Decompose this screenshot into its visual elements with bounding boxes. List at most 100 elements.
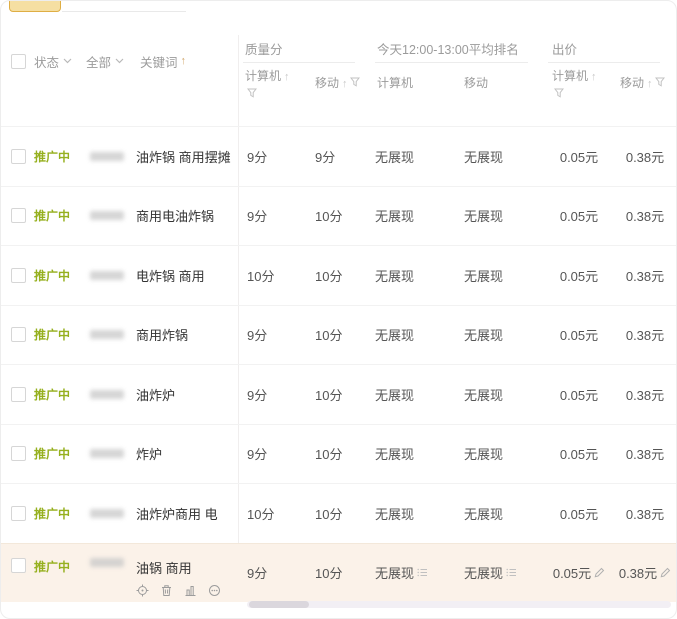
qs-pc-column-header[interactable]: 计算机 ↑ <box>239 67 307 101</box>
rank-mobile-cell: 无展现 <box>464 268 504 284</box>
rank-pc-cell: 无展现 <box>375 209 415 225</box>
keyword-text: 油锅 商用 <box>136 560 192 576</box>
bid-pc-cell[interactable]: 0.05元 <box>544 563 614 582</box>
bid-mobile-cell[interactable]: 0.38元 <box>625 328 665 344</box>
keyword-text: 电炸锅 商用 <box>136 268 205 284</box>
bid-pc-cell[interactable]: 0.05元 <box>559 209 599 225</box>
rank-pc-cell: 无展现 <box>375 149 415 165</box>
rank-pc-column-header: 计算机 <box>371 67 456 101</box>
bid-pc-column-header[interactable]: 计算机 ↑ <box>544 67 614 101</box>
filter-funnel-icon[interactable] <box>349 77 360 87</box>
status-badge: 推广中 <box>34 328 71 343</box>
rank-list-icon[interactable] <box>506 567 517 578</box>
partial-orange-tab[interactable] <box>9 1 61 12</box>
redacted-text <box>90 270 124 280</box>
select-all-checkbox[interactable] <box>11 53 26 69</box>
filter-funnel-icon[interactable] <box>654 77 665 87</box>
rank-pc-cell: 无展现 <box>375 268 415 284</box>
redacted-text <box>90 449 124 459</box>
rank-mobile-cell: 无展现 <box>456 563 544 582</box>
trash-icon[interactable] <box>160 584 173 597</box>
table-row[interactable]: 推广中 商用电油炸锅 9分 10分 无展现 无展现 0.05元 0.38元 <box>1 185 676 246</box>
chevron-down-icon[interactable] <box>63 58 72 64</box>
edit-pencil-icon[interactable] <box>660 567 671 578</box>
quality-score-group-header: 质量分 <box>239 39 371 63</box>
qs-mobile-cell: 10分 <box>315 566 343 582</box>
qs-pc-cell: 10分 <box>247 506 275 522</box>
sort-up-icon[interactable]: ↑ <box>342 78 348 90</box>
status-column-header[interactable]: 状态 <box>34 55 60 70</box>
table-row[interactable]: 推广中 商用炸锅 9分 10分 无展现 无展现 0.05元 0.38元 <box>1 304 676 365</box>
scrollbar-thumb[interactable] <box>249 601 309 608</box>
chevron-down-icon[interactable] <box>115 58 124 64</box>
bid-pc-cell[interactable]: 0.05元 <box>559 268 599 284</box>
edit-pencil-icon[interactable] <box>594 567 605 578</box>
row-checkbox[interactable] <box>11 386 26 402</box>
bid-pc-label: 计算机 <box>552 69 589 83</box>
sort-up-icon[interactable]: ↑ <box>180 55 187 67</box>
row-checkbox[interactable] <box>11 505 26 521</box>
scope-filter[interactable]: 全部 <box>86 55 112 70</box>
qs-mobile-column-header[interactable]: 移动 ↑ <box>307 67 371 101</box>
bid-pc-cell[interactable]: 0.05元 <box>559 506 599 522</box>
keyword-column-header[interactable]: 关键词 <box>140 55 178 70</box>
table-row[interactable]: 推广中 电炸锅 商用 10分 10分 无展现 无展现 0.05元 0.38元 <box>1 245 676 305</box>
row-checkbox[interactable] <box>11 148 26 164</box>
rank-pc-cell: 无展现 <box>375 506 415 522</box>
filter-funnel-icon[interactable] <box>554 88 564 98</box>
sort-up-icon[interactable]: ↑ <box>591 71 597 83</box>
qs-pc-cell: 9分 <box>247 209 268 225</box>
redacted-text <box>90 508 124 518</box>
qs-mobile-cell: 10分 <box>315 387 343 403</box>
avg-rank-group-header: 今天12:00-13:00平均排名 <box>371 39 544 63</box>
keyword-text: 商用炸锅 <box>136 328 189 344</box>
table-row[interactable]: 推广中 油炸炉 9分 10分 无展现 无展现 0.05元 0.38元 <box>1 364 676 424</box>
sort-up-icon[interactable]: ↑ <box>284 71 290 83</box>
rank-pc-cell: 无展现 <box>371 563 456 582</box>
row-checkbox[interactable] <box>11 327 26 343</box>
sort-up-icon[interactable]: ↑ <box>647 78 653 90</box>
redacted-text <box>90 151 124 161</box>
qs-mobile-cell: 10分 <box>315 209 343 225</box>
crosshair-icon[interactable] <box>136 584 149 597</box>
rank-mobile-cell: 无展现 <box>464 209 504 225</box>
filter-funnel-icon[interactable] <box>247 88 257 98</box>
status-badge: 推广中 <box>34 506 71 521</box>
table-row-highlighted[interactable]: 推广中 油锅 商用 9分 10分 无展现 无展现 0.05元 0.38元 <box>1 542 676 602</box>
bid-pc-cell[interactable]: 0.05元 <box>559 149 599 165</box>
bid-pc-cell[interactable]: 0.05元 <box>559 447 599 463</box>
bid-mobile-column-header[interactable]: 移动 ↑ <box>614 67 676 101</box>
qs-pc-cell: 10分 <box>247 268 275 284</box>
bid-mobile-cell[interactable]: 0.38元 <box>625 209 665 225</box>
bid-mobile-cell[interactable]: 0.38元 <box>625 447 665 463</box>
qs-pc-cell: 9分 <box>247 328 268 344</box>
row-checkbox[interactable] <box>11 446 26 462</box>
row-checkbox[interactable] <box>11 557 26 573</box>
bid-mobile-cell[interactable]: 0.38元 <box>625 268 665 284</box>
row-checkbox[interactable] <box>11 267 26 283</box>
row-checkbox[interactable] <box>11 208 26 224</box>
bid-mobile-cell[interactable]: 0.38元 <box>625 506 665 522</box>
table-row[interactable]: 推广中 油炸锅 商用摆摊 9分 9分 无展现 无展现 0.05元 0.38元 <box>1 126 676 186</box>
status-badge: 推广中 <box>34 209 71 224</box>
bid-pc-cell[interactable]: 0.05元 <box>559 387 599 403</box>
qs-pc-label: 计算机 <box>245 69 282 83</box>
more-options-icon[interactable] <box>208 584 221 597</box>
bid-mobile-cell[interactable]: 0.38元 <box>625 387 665 403</box>
bid-mobile-cell[interactable]: 0.38元 <box>614 563 676 582</box>
status-badge: 推广中 <box>34 387 71 402</box>
rank-pc-cell: 无展现 <box>375 328 415 344</box>
bid-pc-cell[interactable]: 0.05元 <box>559 328 599 344</box>
table-row[interactable]: 推广中 油炸炉商用 电 10分 10分 无展现 无展现 0.05元 0.38元 <box>1 483 676 543</box>
bid-mobile-cell[interactable]: 0.38元 <box>625 149 665 165</box>
qs-pc-cell: 9分 <box>247 566 268 582</box>
bid-mobile-value: 0.38元 <box>618 566 658 582</box>
table-row[interactable]: 推广中 炸炉 9分 10分 无展现 无展现 0.05元 0.38元 <box>1 423 676 484</box>
rank-list-icon[interactable] <box>417 567 428 578</box>
rank-mobile-cell: 无展现 <box>464 328 504 344</box>
status-badge: 推广中 <box>34 149 71 164</box>
horizontal-scrollbar[interactable] <box>247 601 671 608</box>
chart-icon[interactable] <box>184 584 197 597</box>
keyword-text: 油炸炉 <box>136 387 176 403</box>
